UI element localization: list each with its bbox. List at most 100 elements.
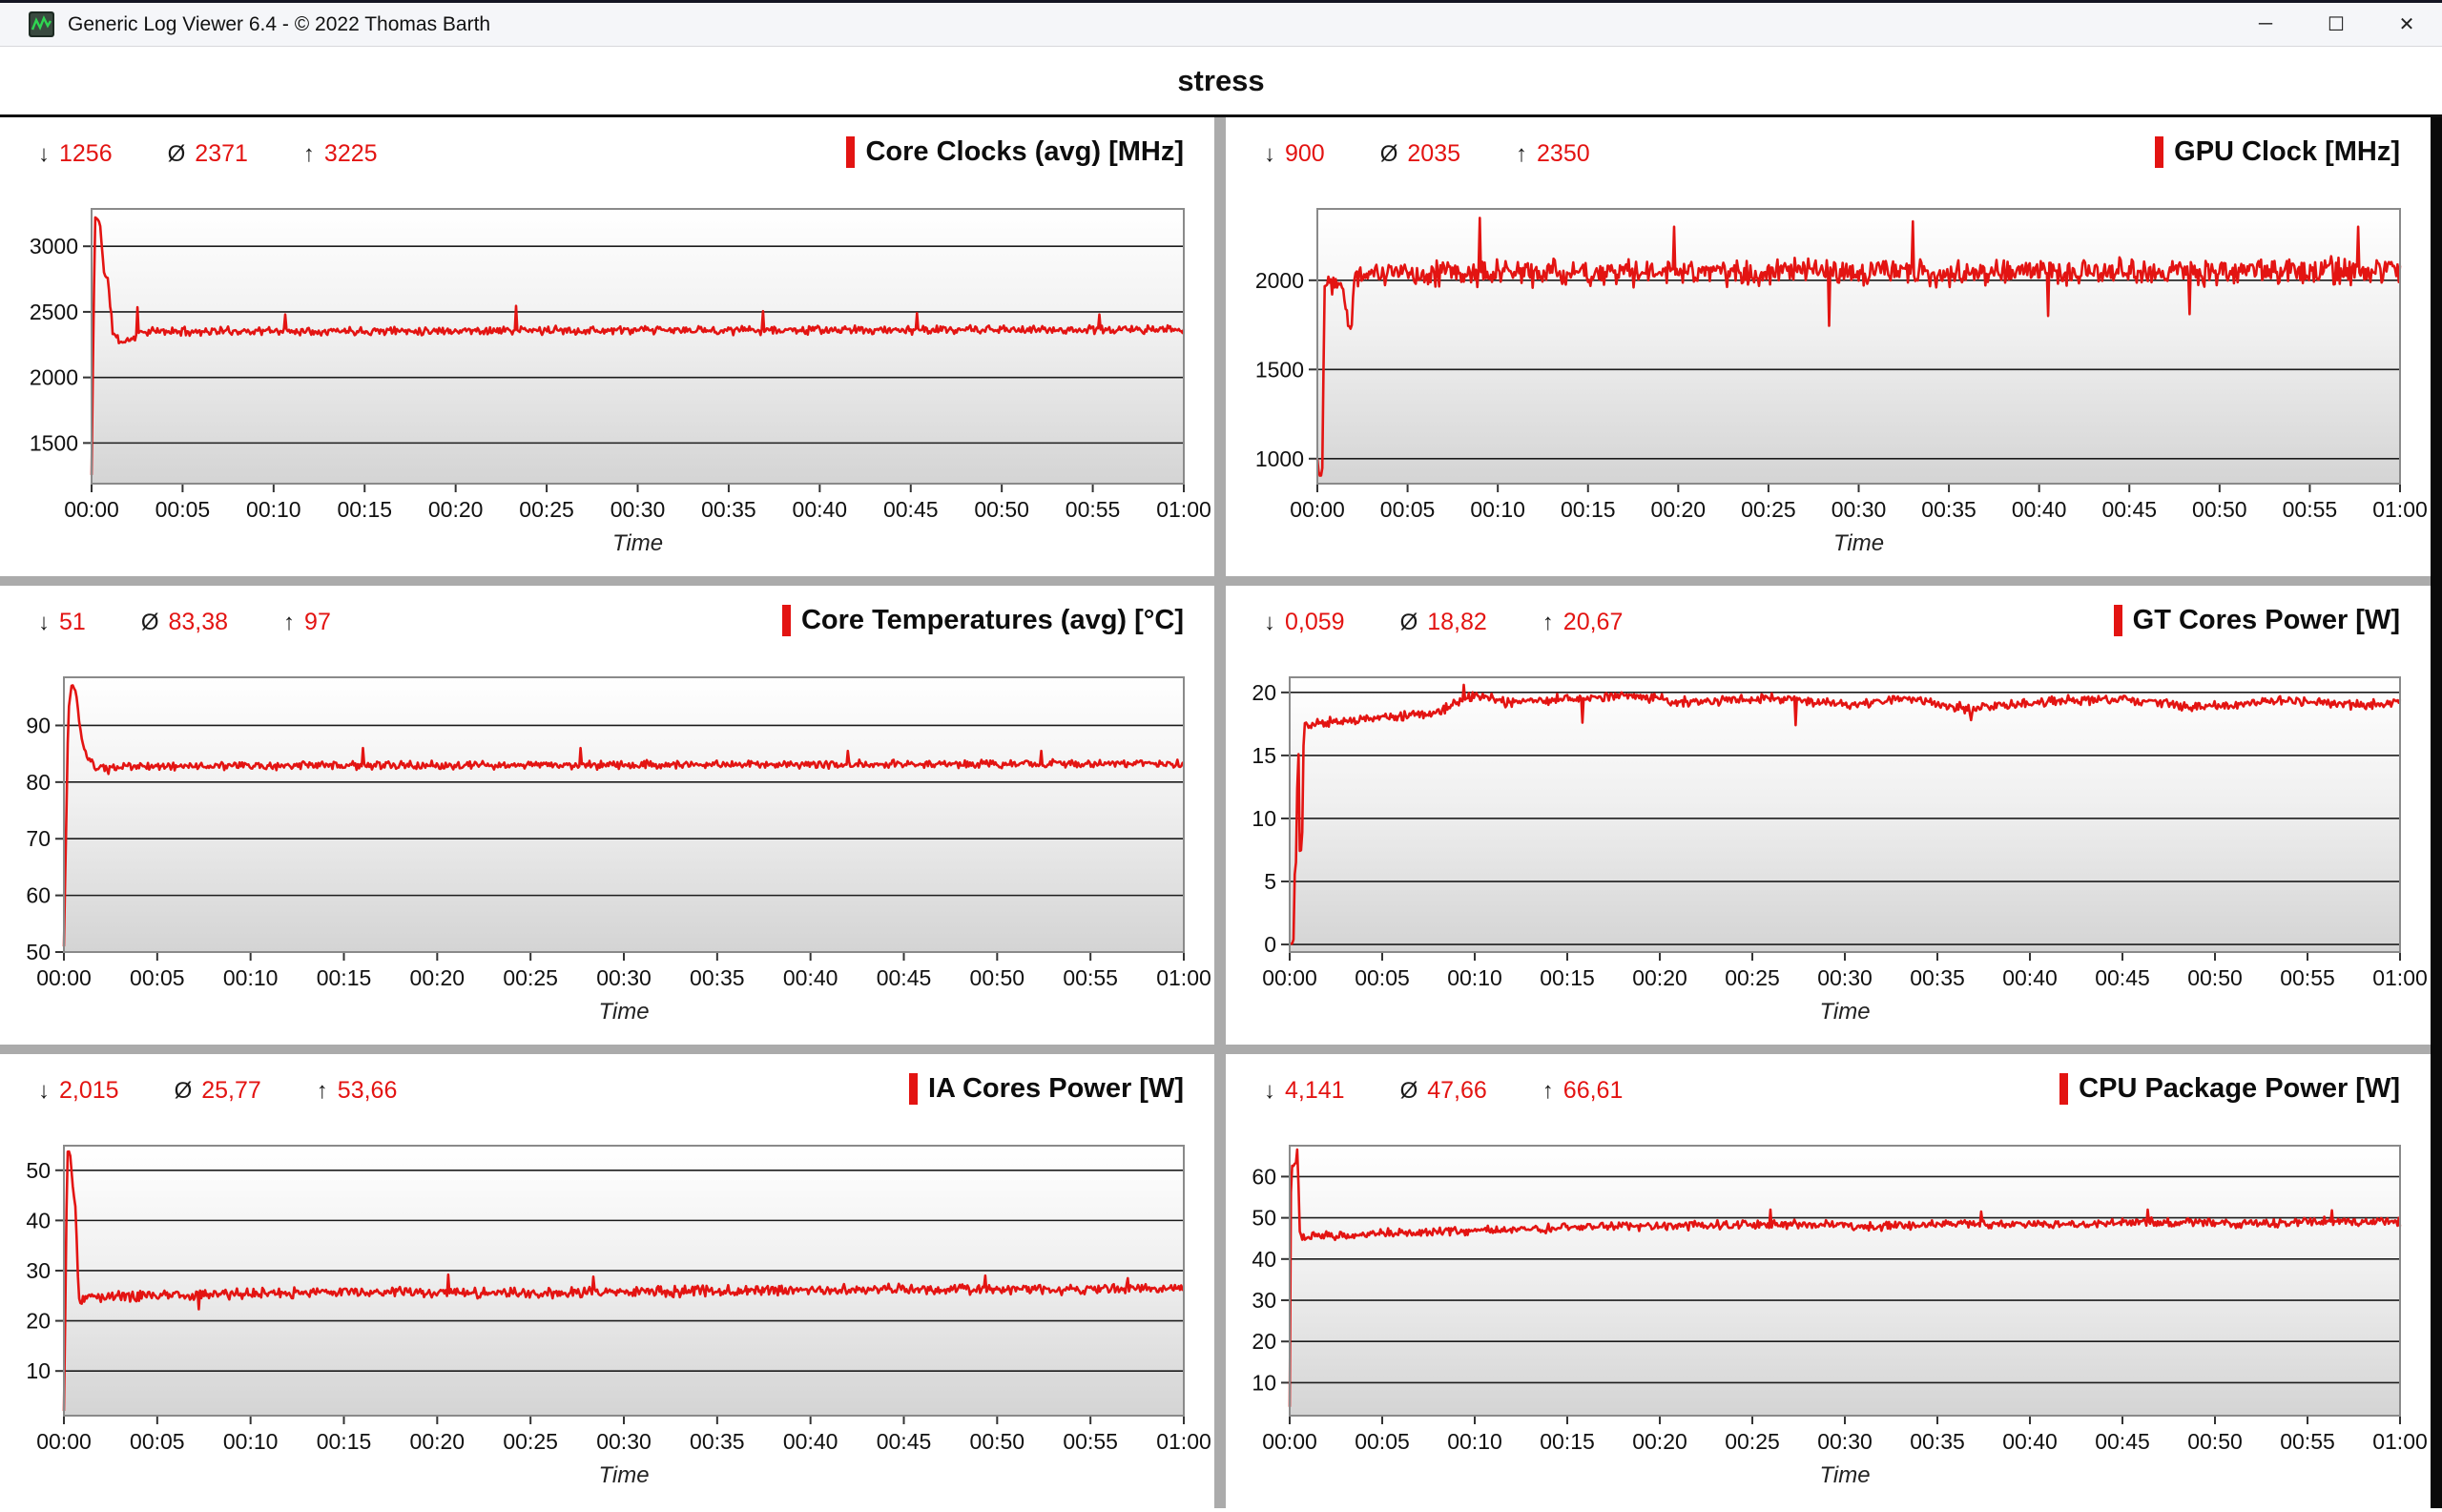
svg-text:2500: 2500 bbox=[30, 300, 78, 324]
chart-plot[interactable]: 10 20 30 40 50 60 00:00 00:05 00:10 00:15 00:20 00:… bbox=[1226, 1054, 2431, 1508]
stat-min: ↓ 0,059 bbox=[1264, 609, 1345, 636]
average-icon: Ø bbox=[1399, 1077, 1418, 1104]
stat-avg: Ø 47,66 bbox=[1400, 1077, 1487, 1105]
svg-text:00:55: 00:55 bbox=[2283, 497, 2338, 522]
svg-text:3000: 3000 bbox=[30, 234, 78, 259]
average-icon: Ø bbox=[1379, 140, 1398, 167]
svg-text:00:40: 00:40 bbox=[2002, 1429, 2058, 1454]
chart-title: Core Temperatures (avg) [°C] bbox=[800, 605, 1184, 635]
chart-title: IA Cores Power [W] bbox=[927, 1073, 1184, 1104]
svg-text:00:25: 00:25 bbox=[1741, 497, 1796, 522]
chart-panel-4: 10 20 30 40 50 00:00 00:05 00:10 00:15 00:20 00:25… bbox=[0, 1054, 1214, 1508]
max-arrow-icon: ↑ bbox=[1516, 140, 1528, 167]
svg-text:Time: Time bbox=[598, 999, 649, 1025]
stat-max: ↑ 2350 bbox=[1516, 140, 1590, 168]
log-title: stress bbox=[0, 47, 2442, 117]
svg-text:00:15: 00:15 bbox=[337, 497, 392, 522]
average-icon: Ø bbox=[174, 1077, 193, 1104]
stat-max: ↑ 20,67 bbox=[1542, 609, 1624, 636]
svg-text:00:10: 00:10 bbox=[223, 965, 279, 990]
stat-min-value: 900 bbox=[1285, 140, 1325, 167]
stat-avg: Ø 2035 bbox=[1380, 140, 1460, 168]
svg-text:00:55: 00:55 bbox=[1066, 497, 1121, 522]
chart-stats: ↓ 0,059 Ø 18,82 ↑ 20,67 bbox=[1264, 609, 1623, 636]
svg-text:00:30: 00:30 bbox=[610, 497, 666, 522]
svg-text:01:00: 01:00 bbox=[1156, 1429, 1211, 1454]
svg-text:Time: Time bbox=[1819, 999, 1870, 1025]
svg-text:00:45: 00:45 bbox=[2095, 1429, 2150, 1454]
svg-text:00:40: 00:40 bbox=[2012, 497, 2067, 522]
chart-title-row: CPU Package Power [W] bbox=[2059, 1073, 2400, 1105]
app-icon bbox=[29, 11, 54, 37]
svg-text:00:35: 00:35 bbox=[690, 1429, 745, 1454]
svg-text:00:00: 00:00 bbox=[1290, 497, 1345, 522]
svg-text:00:50: 00:50 bbox=[2192, 497, 2247, 522]
chart-plot[interactable]: 10 20 30 40 50 00:00 00:05 00:10 00:15 00:20 00:25… bbox=[0, 1054, 1214, 1508]
chart-plot[interactable]: 1000 1500 2000 00:00 00:05 00:10 00:15 00:20 00:… bbox=[1226, 117, 2431, 576]
svg-text:00:55: 00:55 bbox=[2280, 965, 2335, 990]
svg-text:70: 70 bbox=[26, 826, 51, 851]
svg-text:2000: 2000 bbox=[1255, 268, 1304, 293]
svg-text:00:25: 00:25 bbox=[503, 965, 558, 990]
svg-text:00:45: 00:45 bbox=[883, 497, 939, 522]
svg-text:00:05: 00:05 bbox=[155, 497, 211, 522]
svg-text:00:25: 00:25 bbox=[1725, 965, 1780, 990]
chart-title: CPU Package Power [W] bbox=[2079, 1073, 2400, 1104]
chart-plot[interactable]: 0 5 10 15 20 00:00 00:05 00:10 00:15 00:20 00:25 00… bbox=[1226, 586, 2431, 1045]
svg-text:00:50: 00:50 bbox=[974, 497, 1029, 522]
series-color-bar bbox=[2059, 1073, 2069, 1105]
svg-text:20: 20 bbox=[1252, 1329, 1276, 1354]
max-arrow-icon: ↑ bbox=[316, 1077, 328, 1104]
svg-text:00:05: 00:05 bbox=[1355, 1429, 1410, 1454]
svg-text:50: 50 bbox=[26, 1158, 51, 1183]
svg-text:00:00: 00:00 bbox=[36, 965, 92, 990]
stat-min-value: 0,059 bbox=[1285, 609, 1345, 635]
svg-text:00:35: 00:35 bbox=[690, 965, 745, 990]
svg-text:20: 20 bbox=[26, 1309, 51, 1334]
stat-max: ↑ 97 bbox=[283, 609, 331, 636]
svg-text:00:10: 00:10 bbox=[1447, 965, 1502, 990]
svg-text:00:45: 00:45 bbox=[2101, 497, 2157, 522]
stat-min-value: 1256 bbox=[59, 140, 113, 167]
stat-max: ↑ 66,61 bbox=[1542, 1077, 1624, 1105]
svg-text:1500: 1500 bbox=[1255, 357, 1304, 382]
stat-max: ↑ 53,66 bbox=[317, 1077, 398, 1105]
svg-text:00:00: 00:00 bbox=[36, 1429, 92, 1454]
stat-max-value: 3225 bbox=[323, 140, 378, 167]
svg-text:00:40: 00:40 bbox=[793, 497, 848, 522]
chart-plot[interactable]: 50 60 70 80 90 00:00 00:05 00:10 00:15 00:20 00:25… bbox=[0, 586, 1214, 1045]
chart-title-row: Core Clocks (avg) [MHz] bbox=[846, 136, 1184, 168]
svg-text:00:10: 00:10 bbox=[246, 497, 301, 522]
svg-text:00:05: 00:05 bbox=[1355, 965, 1410, 990]
svg-text:00:55: 00:55 bbox=[2280, 1429, 2335, 1454]
window-controls: ─ ☐ ✕ bbox=[2230, 3, 2442, 46]
svg-text:0: 0 bbox=[1264, 932, 1276, 957]
svg-text:00:50: 00:50 bbox=[970, 965, 1025, 990]
chart-title: GT Cores Power [W] bbox=[2132, 605, 2400, 635]
chart-panel-3: 0 5 10 15 20 00:00 00:05 00:10 00:15 00:20 00:25 00… bbox=[1226, 586, 2431, 1045]
chart-title-row: IA Cores Power [W] bbox=[908, 1073, 1184, 1105]
chart-plot[interactable]: 1500 2000 2500 3000 00:00 00:05 00:10 00:15 00:2… bbox=[0, 117, 1214, 576]
svg-text:00:20: 00:20 bbox=[1632, 1429, 1687, 1454]
chart-panel-2: 50 60 70 80 90 00:00 00:05 00:10 00:15 00:20 00:25… bbox=[0, 586, 1214, 1045]
svg-text:00:30: 00:30 bbox=[1817, 965, 1873, 990]
svg-text:1500: 1500 bbox=[30, 430, 78, 455]
close-button[interactable]: ✕ bbox=[2398, 14, 2415, 35]
stat-min: ↓ 4,141 bbox=[1264, 1077, 1345, 1105]
svg-text:50: 50 bbox=[26, 940, 51, 964]
average-icon: Ø bbox=[140, 609, 159, 635]
svg-text:5: 5 bbox=[1264, 869, 1276, 894]
maximize-button[interactable]: ☐ bbox=[2328, 14, 2345, 35]
stat-avg-value: 2035 bbox=[1407, 140, 1461, 167]
svg-text:00:30: 00:30 bbox=[1817, 1429, 1873, 1454]
stat-max-value: 66,61 bbox=[1562, 1077, 1624, 1104]
stat-avg-value: 2371 bbox=[195, 140, 248, 167]
svg-text:30: 30 bbox=[26, 1258, 51, 1283]
svg-text:10: 10 bbox=[1252, 1370, 1276, 1395]
average-icon: Ø bbox=[1399, 609, 1418, 635]
minimize-button[interactable]: ─ bbox=[2258, 13, 2273, 34]
chart-stats: ↓ 2,015 Ø 25,77 ↑ 53,66 bbox=[38, 1077, 397, 1105]
window-edge-strip bbox=[2431, 117, 2442, 1508]
min-arrow-icon: ↓ bbox=[38, 140, 50, 167]
stat-max-value: 2350 bbox=[1537, 140, 1590, 167]
